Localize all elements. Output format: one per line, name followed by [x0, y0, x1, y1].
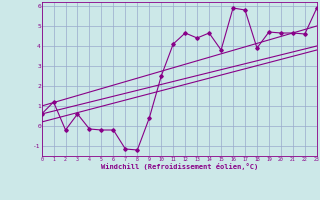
X-axis label: Windchill (Refroidissement éolien,°C): Windchill (Refroidissement éolien,°C): [100, 163, 258, 170]
